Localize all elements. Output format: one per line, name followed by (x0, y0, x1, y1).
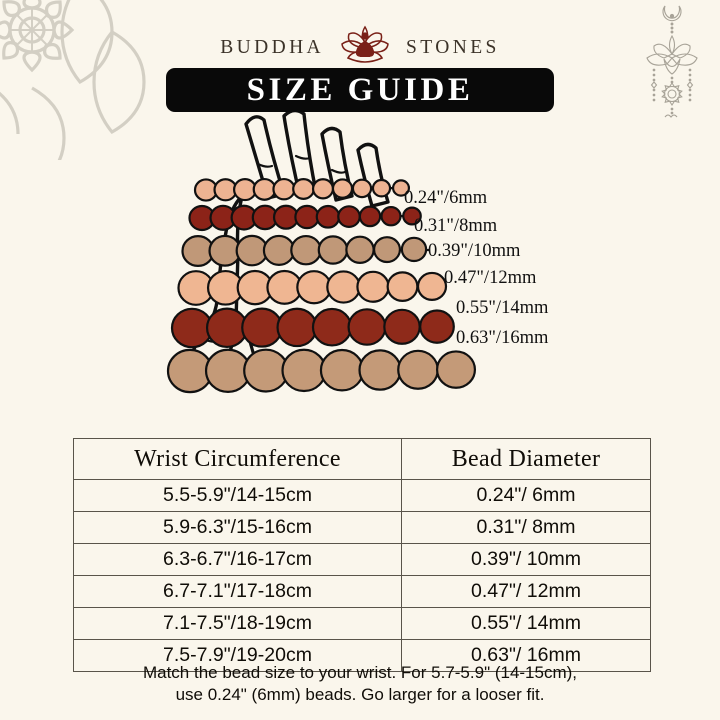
bead-12mm (386, 271, 419, 302)
bead-6mm (371, 178, 392, 198)
bead-label-12mm: 0.47"/12mm (444, 268, 537, 288)
cell-bead-diameter: 0.63"/ 16mm (401, 639, 651, 672)
footer-note-line-1: Match the bead size to your wrist. For 5… (142, 663, 578, 682)
cell-bead-diameter: 0.24"/ 6mm (401, 479, 651, 512)
cell-wrist-circumference: 5.9-6.3"/15-16cm (73, 511, 402, 544)
bead-6mm (311, 178, 335, 200)
bead-16mm (281, 348, 327, 393)
table-row: 6.3-6.7"/16-17cm 0.39"/ 10mm (73, 543, 651, 576)
footer-note: Match the bead size to your wrist. For 5… (60, 662, 660, 706)
bead-10mm (235, 234, 269, 267)
bead-8mm (294, 204, 320, 230)
bead-6mm (331, 178, 354, 199)
bead-10mm (317, 235, 349, 265)
table-row: 6.7-7.1"/17-18cm 0.47"/ 12mm (73, 575, 651, 608)
bead-12mm (356, 270, 390, 303)
bead-rows (166, 177, 477, 394)
bead-14mm (347, 308, 387, 346)
bead-8mm (315, 204, 341, 229)
bead-label-6mm: 0.24"/6mm (404, 188, 488, 208)
bead-6mm (233, 178, 257, 202)
cell-wrist-circumference: 7.1-7.5"/18-19cm (73, 607, 402, 640)
bead-16mm (435, 350, 477, 389)
bead-6mm (351, 178, 373, 199)
bead-14mm (276, 307, 318, 348)
bead-label-10mm: 0.39"/10mm (428, 241, 521, 261)
page-title-banner: SIZE GUIDE (166, 68, 554, 112)
bead-12mm (416, 271, 448, 301)
bead-label-16mm: 0.63"/16mm (456, 328, 549, 348)
bead-6mm (252, 177, 277, 201)
bead-6mm (272, 177, 296, 201)
table-row: 7.1-7.5"/18-19cm 0.55"/ 14mm (73, 607, 651, 640)
bead-label-14mm: 0.55"/14mm (456, 298, 549, 318)
bead-12mm (296, 270, 332, 305)
cell-bead-diameter: 0.31"/ 8mm (401, 511, 651, 544)
size-table: Wrist Circumference Bead Diameter 5.5-5.… (73, 438, 651, 672)
brand-word-right: STONES (406, 36, 500, 58)
bead-16mm (319, 348, 365, 392)
bead-14mm (205, 307, 249, 349)
bead-8mm (402, 206, 422, 226)
table-body: 5.5-5.9"/14-15cm 0.24"/ 6mm 5.9-6.3"/15-16… (73, 479, 651, 672)
cell-bead-diameter: 0.39"/ 10mm (401, 543, 651, 576)
bead-10mm (262, 234, 296, 266)
bead-10mm (345, 235, 375, 264)
footer-note-line-2: use 0.24" (6mm) beads. Go larger for a l… (175, 685, 545, 704)
bead-8mm (337, 205, 361, 228)
bead-10mm (372, 236, 402, 264)
cell-wrist-circumference: 6.3-6.7"/16-17cm (73, 543, 402, 576)
table-row: 5.9-6.3"/15-16cm 0.31"/ 8mm (73, 511, 651, 544)
bead-14mm (311, 307, 353, 347)
bead-6mm (292, 178, 315, 200)
table-header-bead: Bead Diameter (401, 438, 651, 480)
bead-6mm (391, 179, 411, 197)
lotus-meditation-icon (338, 24, 392, 71)
cell-bead-diameter: 0.55"/ 14mm (401, 607, 651, 640)
brand-word-left: BUDDHA (220, 36, 325, 58)
cell-wrist-circumference: 5.5-5.9"/14-15cm (73, 479, 402, 512)
bead-14mm (383, 308, 421, 345)
bead-16mm (243, 348, 289, 393)
cell-wrist-circumference: 6.7-7.1"/17-18cm (73, 575, 402, 608)
cell-bead-diameter: 0.47"/ 12mm (401, 575, 651, 608)
bead-14mm (419, 309, 455, 344)
bead-10mm (290, 234, 322, 266)
bead-8mm (380, 205, 402, 227)
table-row: 5.5-5.9"/14-15cm 0.24"/ 6mm (73, 479, 651, 512)
table-header-wrist: Wrist Circumference (73, 438, 402, 480)
bead-16mm (358, 349, 402, 391)
bead-8mm (358, 205, 382, 228)
hand-bracelet-illustration (166, 112, 477, 394)
brand-lockup: BUDDHA STONES (0, 24, 720, 71)
bead-label-8mm: 0.31"/8mm (414, 216, 498, 236)
table-header-row: Wrist Circumference Bead Diameter (73, 438, 651, 480)
bead-12mm (326, 270, 361, 304)
bead-16mm (397, 349, 439, 390)
bead-14mm (241, 307, 283, 348)
cell-wrist-circumference: 7.5-7.9"/19-20cm (73, 639, 402, 672)
page-title: SIZE GUIDE (246, 71, 474, 108)
bead-10mm (400, 236, 428, 263)
table-row: 7.5-7.9"/19-20cm 0.63"/ 16mm (73, 639, 651, 672)
